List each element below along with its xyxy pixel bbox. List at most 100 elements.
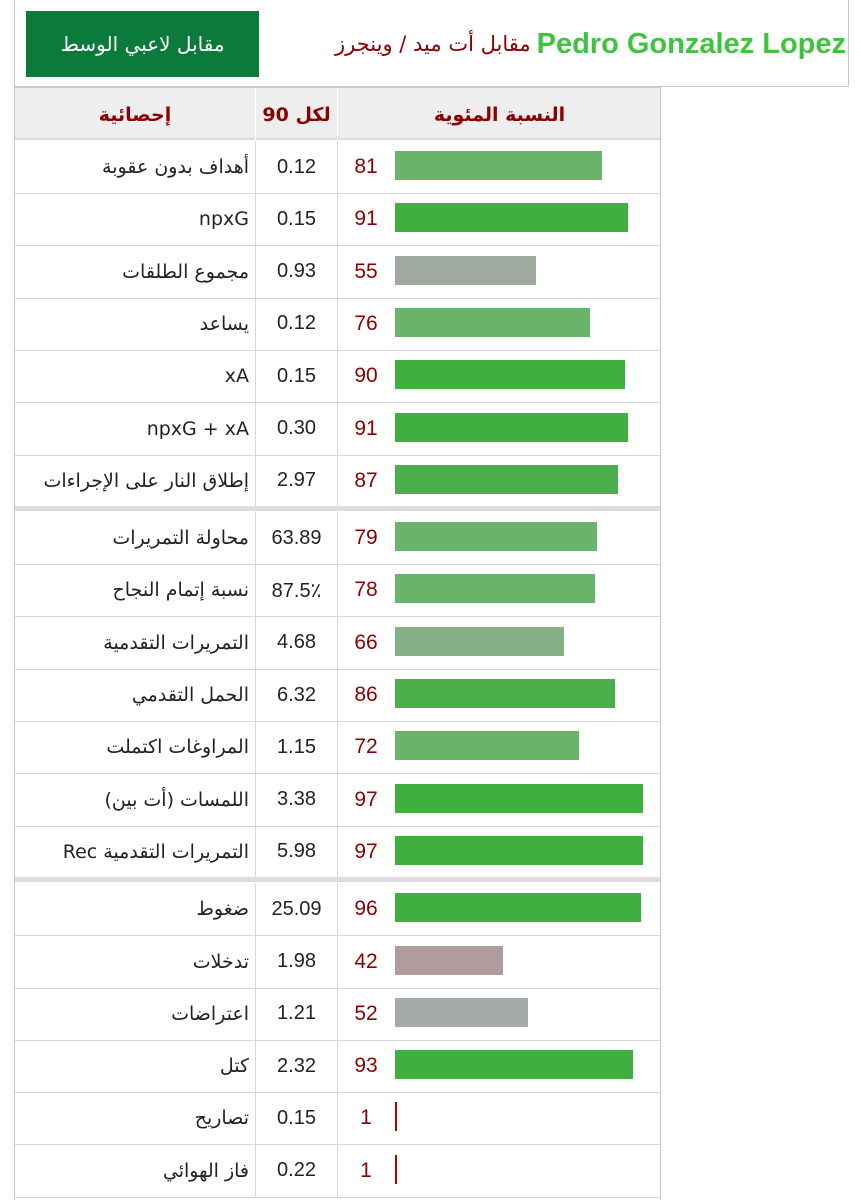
table-row: تدخلات 1.98 42 [15, 935, 661, 989]
percentile-value: 87 [354, 468, 378, 492]
table-row: مجموع الطلقات 0.93 55 [15, 245, 661, 299]
stat-label: npxG + xA [146, 417, 249, 440]
percentile-bar [395, 522, 597, 552]
stat-label: مجموع الطلقات [122, 260, 249, 283]
percentile-cell: 97 [338, 826, 661, 878]
per90-value: 1.21 [255, 987, 338, 1040]
percentile-bar [395, 464, 618, 494]
table-row: يساعد 0.12 76 [15, 297, 661, 351]
percentile-bar [395, 307, 590, 337]
percentile-value: 79 [354, 526, 378, 550]
stat-label: فاز الهوائي [162, 1159, 249, 1182]
per90-value: 3.38 [255, 773, 338, 826]
percentile-cell: 90 [338, 350, 661, 402]
per90-value: 0.30 [255, 402, 338, 455]
report-header: مقابل لاعبي الوسط مقابل أت ميد / وينجرز … [14, 0, 849, 87]
per90-value: 87.5٪ [255, 564, 338, 617]
percentile-bar [395, 626, 564, 656]
scouting-table: إحصائية لكل 90 النسبة المئوية أهداف بدون… [14, 87, 661, 1200]
percentile-value: 93 [354, 1054, 378, 1078]
column-header-percentile[interactable]: النسبة المئوية [433, 103, 566, 126]
stat-label: كتل [219, 1055, 249, 1078]
table-row: نسبة إتمام النجاح 87.5٪ 78 [15, 564, 660, 618]
table-row: تصاريح 0.15 1 [15, 1092, 661, 1146]
percentile-bar [395, 731, 579, 761]
percentile-cell: 91 [338, 403, 661, 455]
percentile-cell: 55 [338, 246, 661, 298]
per90-value: 63.89 [255, 512, 338, 565]
percentile-value: 52 [354, 1001, 378, 1025]
per90-value: 0.15 [255, 193, 338, 246]
percentile-bar [395, 1154, 397, 1184]
stat-label: المراوغات اكتملت [106, 736, 249, 759]
per90-value: 1.98 [255, 935, 338, 988]
per90-value: 2.97 [255, 454, 338, 507]
percentile-cell: 79 [338, 512, 661, 564]
table-row: الحمل التقدمي 6.32 86 [15, 669, 660, 722]
stat-label: يساعد [199, 312, 249, 335]
table-row: اعتراضات 1.21 52 [15, 987, 661, 1041]
percentile-value: 91 [354, 207, 378, 231]
column-header-per90[interactable]: لكل 90 [255, 88, 338, 141]
percentile-bar [395, 945, 503, 975]
table-row: التمريرات التقدمية 4.68 66 [15, 616, 660, 670]
group-divider [15, 506, 660, 512]
percentile-bar [395, 1102, 397, 1132]
stat-label: اعتراضات [171, 1002, 249, 1025]
table-row: كتل 2.32 93 [15, 1040, 660, 1094]
per90-value: 0.15 [255, 350, 338, 403]
per90-value: 0.22 [255, 1144, 338, 1197]
per90-value: 2.32 [255, 1040, 338, 1093]
table-row: xA 0.15 90 [15, 350, 661, 404]
per90-value: 1.15 [255, 721, 338, 774]
percentile-value: 97 [354, 787, 378, 811]
per90-value: 0.12 [255, 141, 338, 193]
compare-midfielders-button[interactable]: مقابل لاعبي الوسط [26, 11, 259, 77]
percentile-value: 96 [354, 897, 378, 921]
column-header-stat[interactable]: إحصائية [98, 103, 172, 126]
percentile-value: 66 [354, 630, 378, 654]
percentile-value: 1 [360, 1158, 372, 1182]
percentile-bar [395, 835, 643, 865]
percentile-cell: 72 [338, 721, 661, 773]
per90-value: 4.68 [255, 616, 338, 669]
percentile-value: 91 [354, 416, 378, 440]
table-row: npxG 0.15 91 [15, 193, 661, 247]
percentile-bar [395, 203, 628, 233]
percentile-cell: 97 [338, 774, 661, 826]
per90-value: 6.32 [255, 669, 338, 721]
percentile-cell: 42 [338, 936, 661, 988]
percentile-cell: 1 [338, 1092, 661, 1144]
stat-label: ضغوط [196, 898, 249, 921]
table-row: إطلاق النار على الإجراءات 2.97 87 [15, 454, 661, 508]
stat-label: تدخلات [192, 950, 249, 973]
percentile-cell: 96 [338, 883, 661, 935]
percentile-value: 78 [354, 578, 378, 602]
percentile-cell: 81 [338, 141, 661, 193]
table-row: npxG + xA 0.30 91 [15, 402, 661, 456]
percentile-cell: 87 [338, 455, 661, 507]
table-row: المراوغات اكتملت 1.15 72 [15, 721, 661, 775]
percentile-value: 76 [354, 311, 378, 335]
percentile-cell: 91 [338, 193, 661, 245]
percentile-cell: 86 [338, 669, 661, 721]
table-header: إحصائية لكل 90 النسبة المئوية [15, 87, 660, 141]
stat-label: اللمسات (أت بين) [104, 788, 249, 811]
percentile-value: 90 [354, 364, 378, 388]
stat-label: npxG [198, 208, 249, 231]
per90-value: 25.09 [255, 883, 338, 936]
stat-label: أهداف بدون عقوبة [102, 156, 249, 178]
percentile-value: 97 [354, 839, 378, 863]
stat-label: تصاريح [194, 1107, 249, 1130]
percentile-cell: 76 [338, 298, 661, 350]
percentile-bar [395, 893, 641, 923]
percentile-cell: 52 [338, 988, 661, 1040]
stat-label: Rec التمريرات التقدمية [62, 840, 249, 863]
stat-label: نسبة إتمام النجاح [112, 579, 249, 602]
percentile-bar [395, 574, 595, 604]
percentile-bar [395, 412, 628, 442]
table-row: Rec التمريرات التقدمية 5.98 97 [15, 825, 661, 879]
percentile-bar [395, 783, 643, 813]
stat-label: الحمل التقدمي [131, 684, 249, 706]
table-row: محاولة التمريرات 63.89 79 [15, 512, 661, 566]
